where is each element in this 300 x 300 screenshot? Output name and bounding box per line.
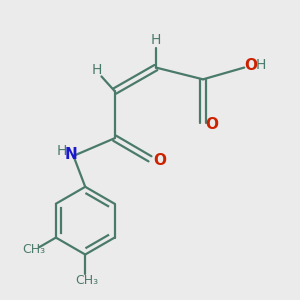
Text: O: O — [244, 58, 257, 73]
Text: H: H — [91, 63, 102, 77]
Text: N: N — [65, 147, 77, 162]
Text: O: O — [153, 153, 166, 168]
Text: CH₃: CH₃ — [22, 243, 46, 256]
Text: O: O — [205, 118, 218, 133]
Text: H: H — [151, 33, 161, 46]
Text: H: H — [256, 58, 266, 72]
Text: H: H — [57, 144, 68, 158]
Text: CH₃: CH₃ — [75, 274, 98, 286]
